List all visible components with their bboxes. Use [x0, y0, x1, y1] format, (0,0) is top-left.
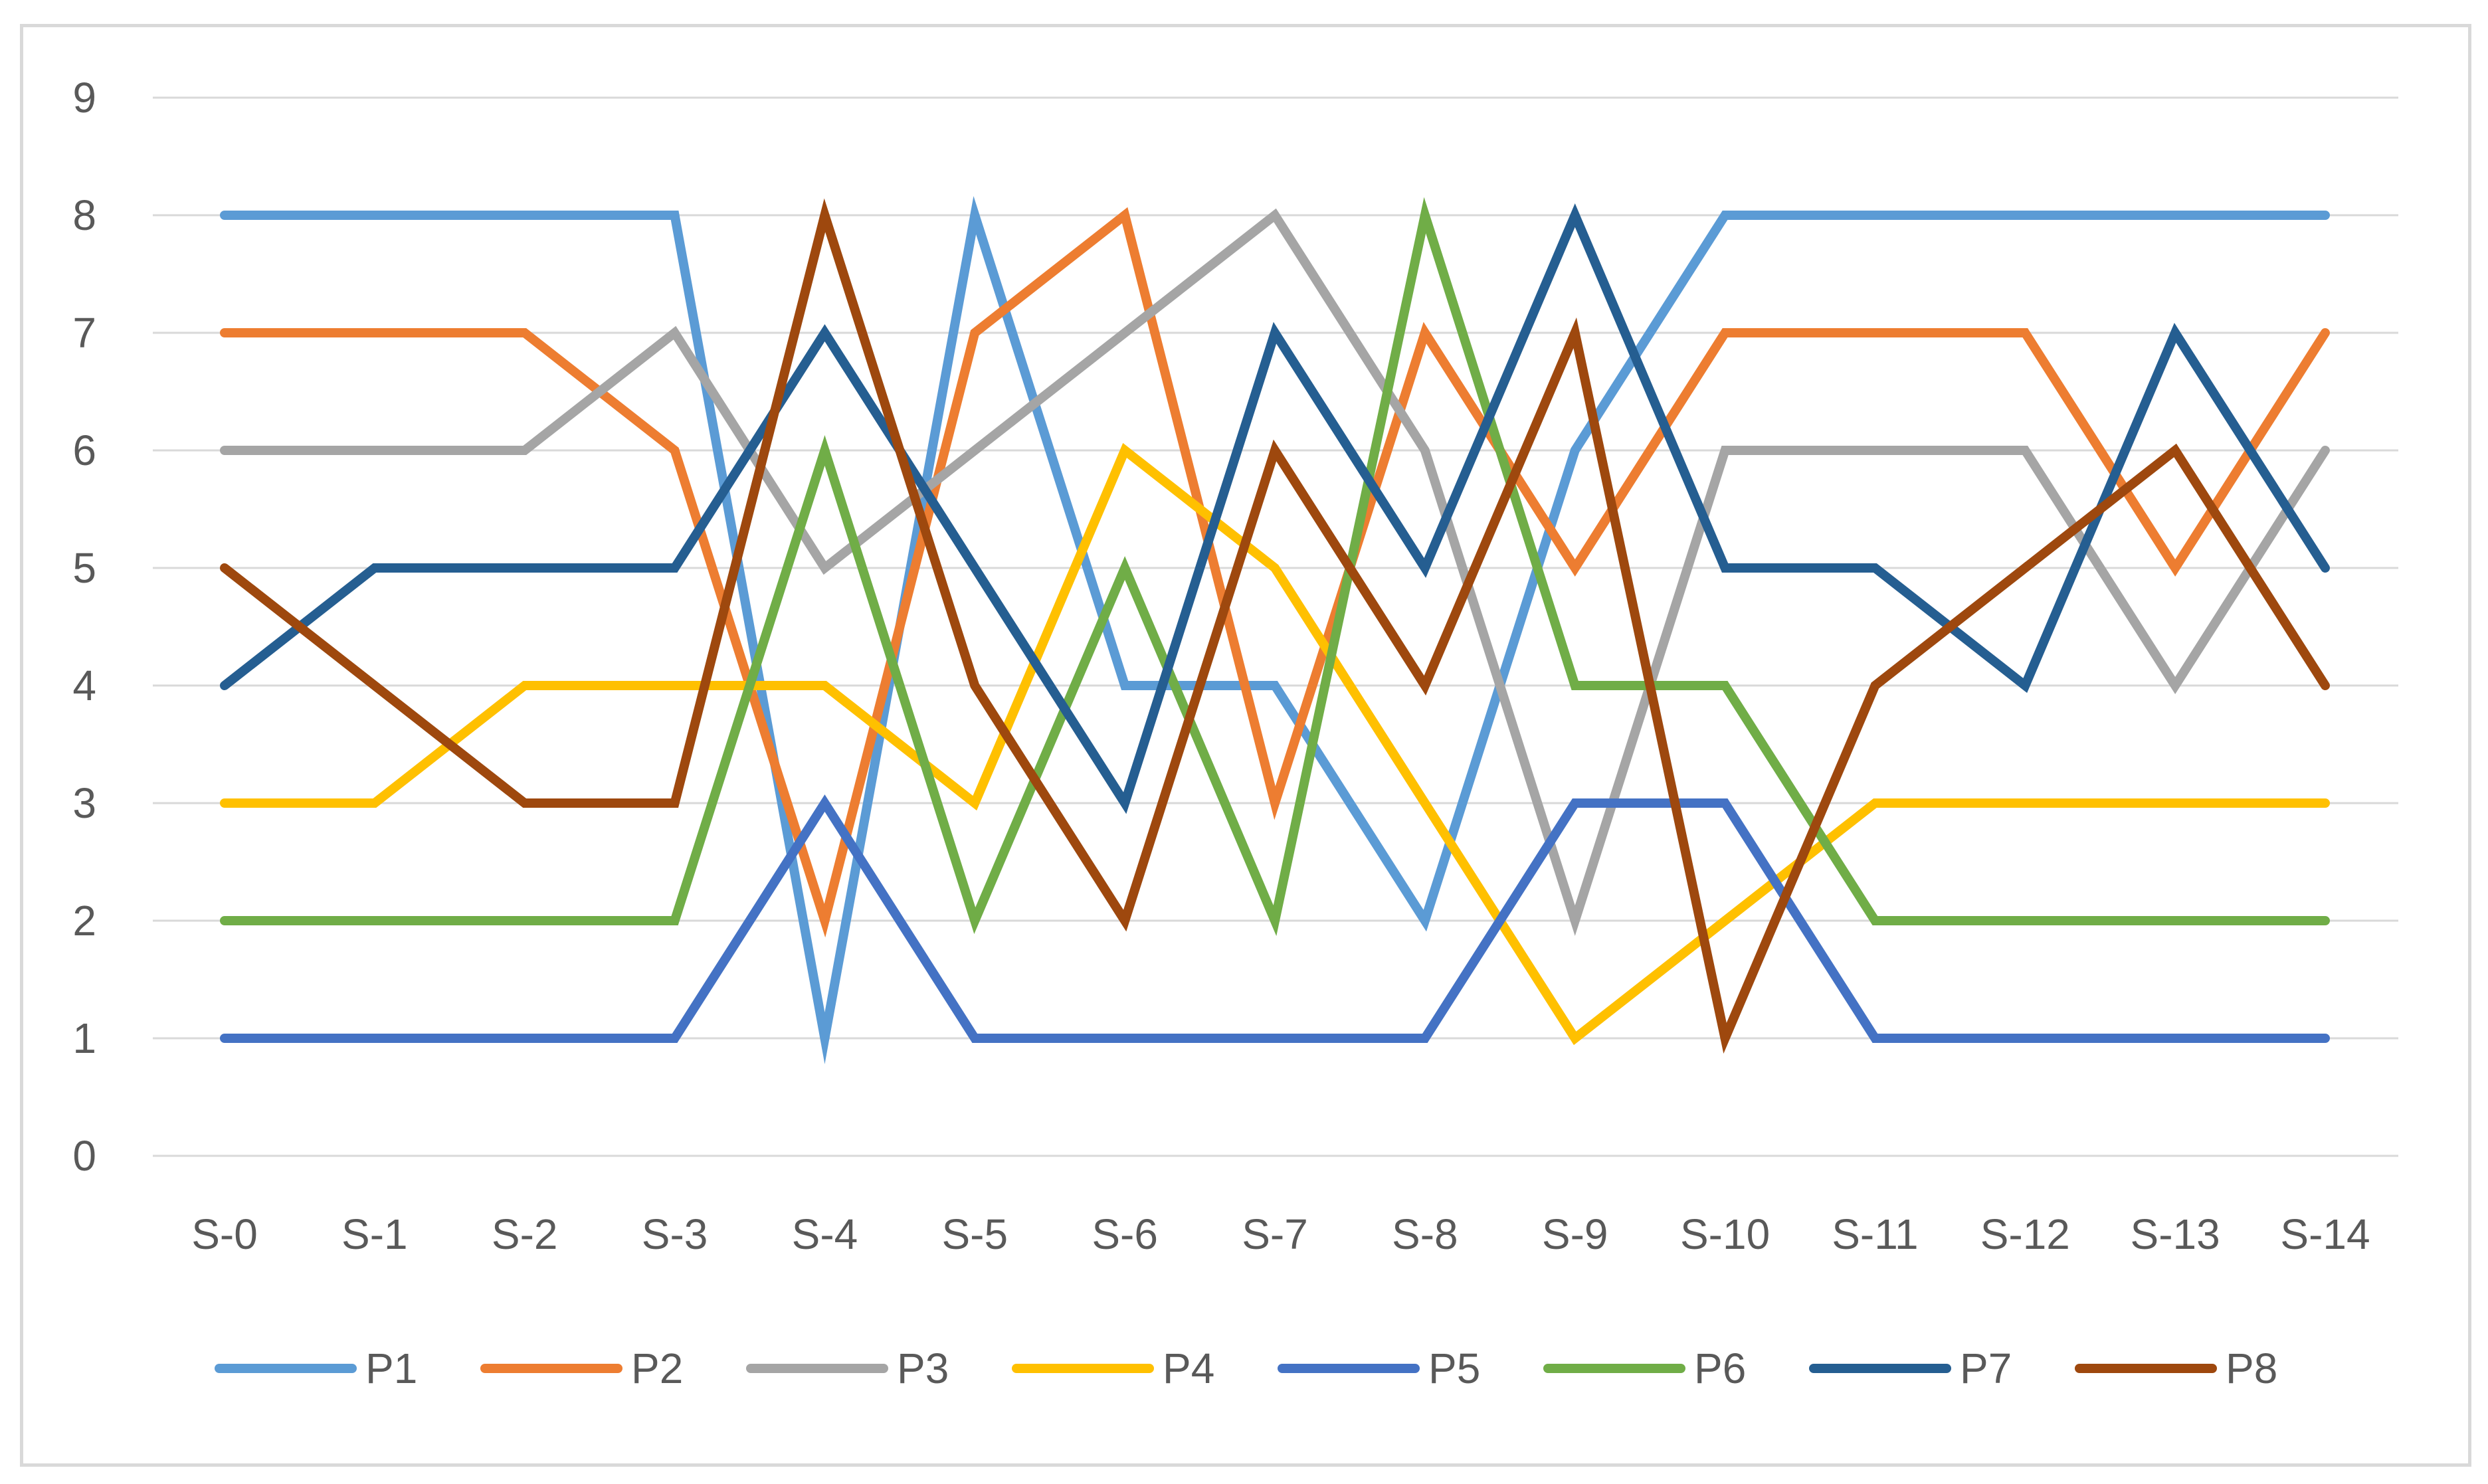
legend-item-p6: P6	[1543, 1345, 1746, 1392]
legend-label: P3	[897, 1345, 949, 1392]
series-line-p8	[220, 198, 2330, 1054]
legend-label: P2	[631, 1345, 683, 1392]
x-tick-label: S-1	[341, 1210, 408, 1258]
x-tick-label: S-5	[941, 1210, 1008, 1258]
x-tick-label: S-6	[1092, 1210, 1158, 1258]
series-lines	[220, 196, 2330, 1065]
y-tick-label: 4	[72, 662, 96, 709]
x-tick-label: S-14	[2280, 1210, 2370, 1258]
legend-label: P8	[2226, 1345, 2277, 1392]
y-tick-label: 2	[72, 897, 96, 945]
legend-item-p8: P8	[2075, 1345, 2277, 1392]
series-line-p2	[220, 207, 2330, 938]
legend-label: P5	[1428, 1345, 1480, 1392]
x-tick-label: S-11	[1832, 1210, 1918, 1258]
x-tick-label: S-9	[1542, 1210, 1608, 1258]
x-tick-label: S-10	[1680, 1210, 1770, 1258]
chart-frame	[20, 24, 2471, 1467]
series-line-p7	[220, 203, 2330, 814]
series-line-p6	[220, 197, 2330, 937]
x-tick-label: S-4	[792, 1210, 858, 1258]
legend-item-p1: P1	[215, 1345, 417, 1392]
x-tick-label: S-3	[642, 1210, 708, 1258]
legend-label: P1	[365, 1345, 417, 1392]
series-line-p5	[220, 794, 2330, 1043]
x-tick-label: S-0	[191, 1210, 258, 1258]
legend-item-p4: P4	[1012, 1345, 1214, 1392]
x-tick-label: S-8	[1392, 1210, 1458, 1258]
series-line-p1	[220, 196, 2330, 1065]
y-axis-tick-labels: 0 1 2 3 4 5 6 7 8 9	[72, 74, 96, 1180]
y-tick-label: 5	[72, 544, 96, 592]
legend-label: P7	[1960, 1345, 2012, 1392]
legend-item-p5: P5	[1278, 1345, 1480, 1392]
y-tick-label: 9	[72, 74, 96, 122]
y-tick-label: 8	[72, 191, 96, 239]
legend-label: P6	[1694, 1345, 1746, 1392]
legend-label: P4	[1163, 1345, 1214, 1392]
y-tick-label: 3	[72, 779, 96, 827]
x-tick-label: S-2	[492, 1210, 558, 1258]
legend-item-p3: P3	[746, 1345, 949, 1392]
x-tick-label: S-7	[1242, 1210, 1308, 1258]
x-tick-label: S-13	[2131, 1210, 2220, 1258]
y-tick-label: 1	[72, 1014, 96, 1062]
y-tick-label: 6	[72, 426, 96, 474]
series-line-p4	[220, 442, 2330, 1046]
legend-item-p2: P2	[480, 1345, 683, 1392]
y-tick-label: 0	[72, 1132, 96, 1180]
x-tick-label: S-12	[1980, 1210, 2070, 1258]
gridlines	[153, 96, 2398, 1157]
series-line-p3	[220, 208, 2330, 937]
legend: P1 P2 P3 P4 P5 P6 P7 P8	[215, 1345, 2277, 1392]
x-axis-tick-labels: S-0 S-1 S-2 S-3 S-4 S-5 S-6 S-7 S-8 S-9 S-10 S-11 S-…	[191, 1210, 2370, 1258]
legend-item-p7: P7	[1809, 1345, 2012, 1392]
y-tick-label: 7	[72, 309, 96, 357]
